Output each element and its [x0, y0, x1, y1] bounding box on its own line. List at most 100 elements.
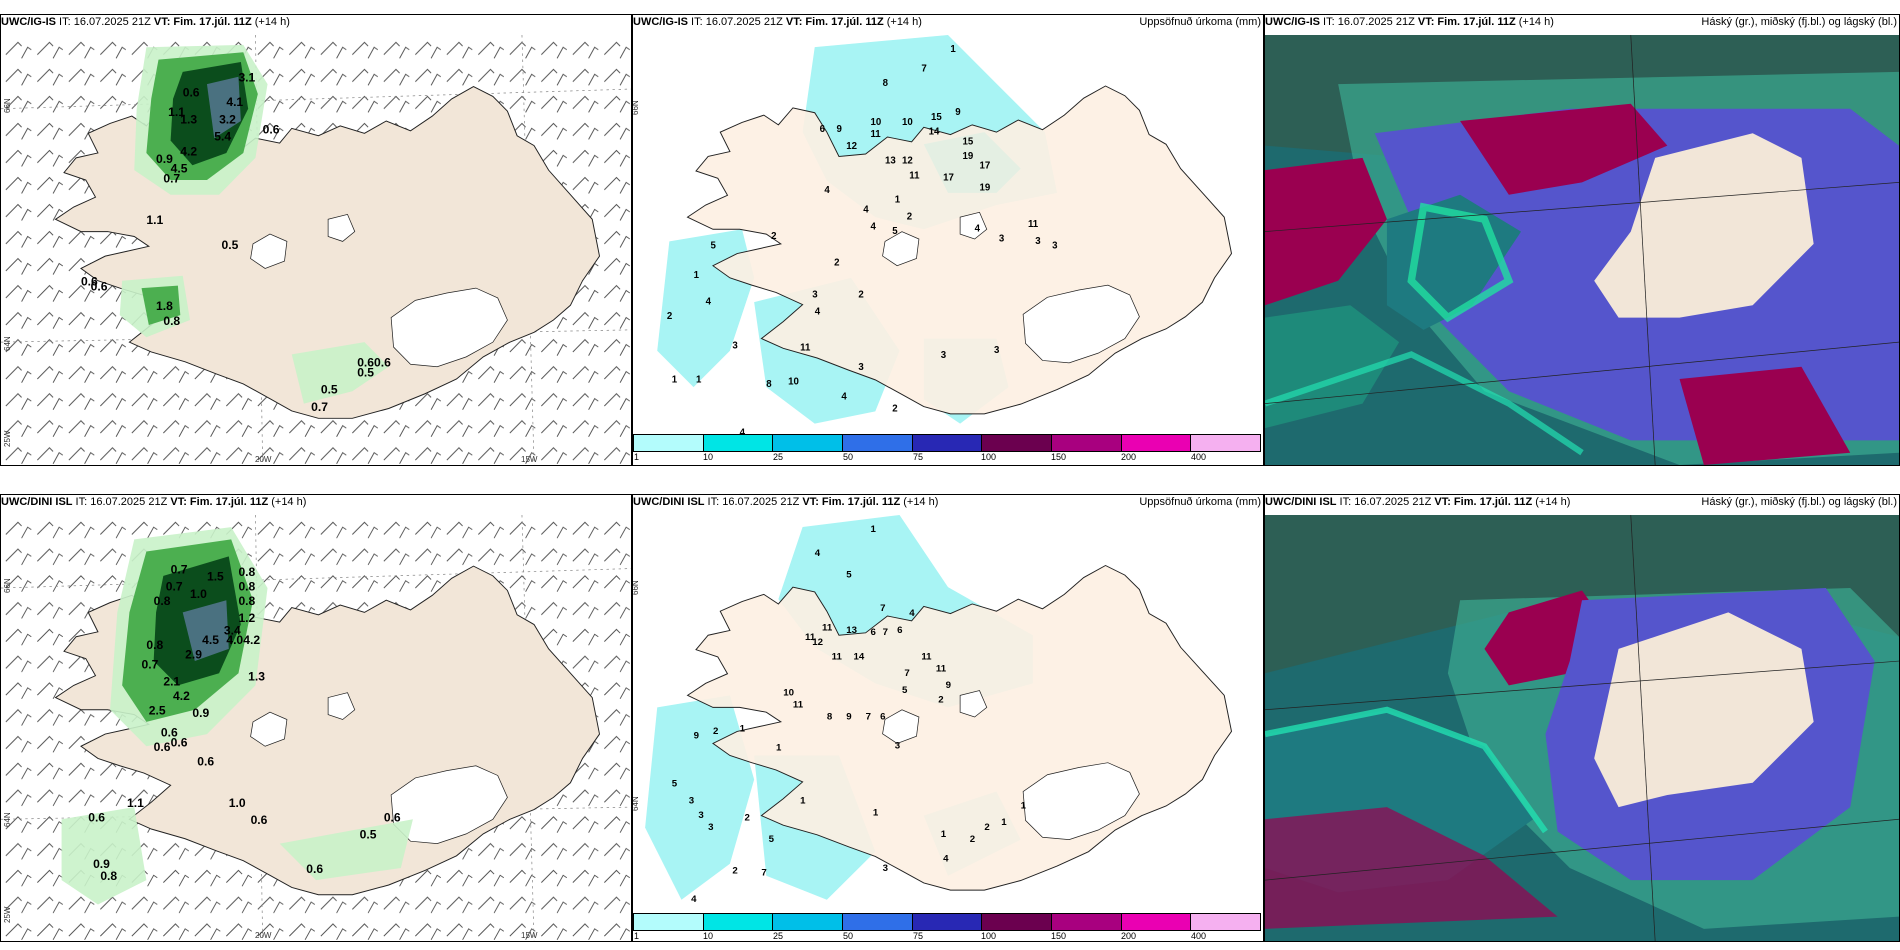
svg-text:6: 6 — [880, 711, 886, 722]
svg-text:2: 2 — [892, 403, 897, 414]
svg-text:1: 1 — [941, 829, 947, 840]
svg-text:1: 1 — [696, 374, 702, 385]
svg-text:4: 4 — [841, 391, 847, 402]
svg-text:4.1: 4.1 — [226, 95, 243, 109]
svg-text:9: 9 — [946, 680, 951, 691]
legend-ticks-top: 1 10 25 50 75 100 150 200 400 — [634, 452, 1207, 462]
svg-text:0.6: 0.6 — [384, 811, 401, 825]
svg-text:15: 15 — [931, 112, 942, 123]
svg-text:2: 2 — [744, 812, 749, 823]
svg-text:5: 5 — [892, 226, 898, 237]
lon-label-20w: 20W — [255, 931, 272, 940]
accum-values: 1 7 8 6 9 10 11 10 15 9 12 14 13 12 15 1… — [667, 44, 1058, 439]
svg-text:7: 7 — [880, 603, 885, 614]
svg-text:0.8: 0.8 — [238, 565, 255, 579]
legend-swatch — [1052, 435, 1122, 451]
panel-igis-accum-precip: UWC/IG-IS IT: 16.07.2025 21Z VT: Fim. 17… — [632, 14, 1264, 466]
svg-text:4.5: 4.5 — [202, 633, 219, 647]
svg-text:4.2: 4.2 — [180, 144, 197, 158]
svg-text:1: 1 — [1021, 800, 1027, 811]
svg-text:17: 17 — [980, 161, 991, 172]
svg-text:0.8: 0.8 — [238, 594, 255, 608]
svg-text:1: 1 — [870, 524, 876, 535]
svg-text:0.6: 0.6 — [154, 740, 171, 754]
svg-text:12: 12 — [902, 156, 913, 167]
svg-text:3: 3 — [812, 289, 818, 300]
svg-text:7: 7 — [921, 63, 926, 74]
svg-text:10: 10 — [783, 687, 794, 698]
svg-text:2: 2 — [834, 258, 839, 269]
svg-text:3: 3 — [698, 810, 704, 821]
svg-text:0.7: 0.7 — [163, 171, 180, 185]
svg-text:1: 1 — [950, 44, 956, 55]
svg-text:3: 3 — [708, 822, 714, 833]
svg-text:14: 14 — [929, 127, 940, 138]
panel-field-title: Uppsöfnuð úrkoma (mm) — [1139, 16, 1261, 28]
legend-swatch — [843, 914, 913, 930]
svg-text:4: 4 — [909, 608, 915, 619]
svg-text:4: 4 — [975, 224, 981, 235]
svg-text:9: 9 — [694, 731, 699, 742]
svg-text:0.5: 0.5 — [360, 828, 377, 842]
svg-text:0.6: 0.6 — [306, 862, 323, 876]
svg-text:1: 1 — [873, 808, 879, 819]
svg-text:11: 11 — [936, 663, 947, 674]
accum-precip-map: 1 7 8 6 9 10 11 10 15 9 12 14 13 12 15 1… — [657, 35, 1233, 439]
svg-text:7: 7 — [761, 868, 766, 879]
svg-text:5: 5 — [711, 241, 717, 252]
cloud-cover-map — [1265, 515, 1899, 941]
svg-text:4.2: 4.2 — [243, 633, 260, 647]
legend-swatch — [1191, 435, 1261, 451]
svg-text:0.5: 0.5 — [321, 383, 338, 397]
svg-text:9: 9 — [955, 107, 961, 118]
accum-precip-map: 1 4 5 7 4 11 13 6 7 6 11 12 11 14 11 11 … — [645, 515, 1233, 905]
legend-ticks-bottom: 1 10 25 50 75 100 150 200 400 — [634, 931, 1207, 941]
legend-swatch — [912, 914, 983, 930]
svg-text:12: 12 — [846, 141, 857, 152]
legend-swatch — [634, 914, 704, 930]
svg-text:15: 15 — [963, 136, 974, 147]
svg-text:6: 6 — [870, 627, 876, 638]
svg-text:10: 10 — [902, 117, 913, 128]
svg-text:2.9: 2.9 — [185, 648, 202, 662]
svg-text:0.6: 0.6 — [161, 725, 178, 739]
svg-text:0.5: 0.5 — [357, 365, 374, 379]
svg-text:0.6: 0.6 — [263, 122, 280, 136]
svg-text:8: 8 — [883, 78, 889, 89]
svg-text:9: 9 — [846, 711, 851, 722]
lat-label-65n: 66N — [632, 100, 640, 115]
svg-text:19: 19 — [963, 151, 974, 162]
lon-label-15w: 15W — [521, 931, 538, 940]
svg-text:2: 2 — [984, 822, 989, 833]
lat-label-65n: 66N — [632, 580, 640, 595]
panel-title: UWC/IG-IS IT: 16.07.2025 21Z VT: Fim. 17… — [633, 16, 922, 28]
svg-text:0.8: 0.8 — [146, 638, 163, 652]
svg-text:1.3: 1.3 — [248, 670, 265, 684]
svg-text:2: 2 — [970, 834, 975, 845]
svg-text:0.8: 0.8 — [163, 314, 180, 328]
legend-swatch — [912, 435, 983, 451]
svg-text:5: 5 — [846, 570, 852, 581]
svg-text:2: 2 — [732, 865, 737, 876]
svg-text:0.9: 0.9 — [93, 857, 110, 871]
svg-text:5: 5 — [672, 779, 678, 790]
svg-text:1: 1 — [800, 796, 806, 807]
svg-text:4.0: 4.0 — [226, 633, 243, 647]
svg-text:3: 3 — [732, 340, 738, 351]
svg-text:11: 11 — [909, 170, 920, 181]
svg-text:0.6: 0.6 — [88, 811, 105, 825]
svg-text:11: 11 — [870, 129, 881, 140]
precip-legend-top — [633, 434, 1261, 452]
svg-text:0.7: 0.7 — [171, 562, 188, 576]
panel-field-title: Uppsöfnuð úrkoma (mm) — [1139, 496, 1261, 508]
svg-text:3: 3 — [999, 233, 1005, 244]
legend-swatch — [1121, 914, 1192, 930]
svg-text:1: 1 — [740, 723, 746, 734]
svg-text:6: 6 — [820, 124, 826, 135]
svg-text:4: 4 — [815, 548, 821, 559]
svg-text:4: 4 — [824, 185, 830, 196]
panel-field-title: Háský (gr.), miðský (fj.bl.) og lágský (… — [1701, 16, 1897, 28]
panel-title: UWC/IG-IS IT: 16.07.2025 21Z VT: Fim. 17… — [1265, 16, 1554, 28]
svg-text:11: 11 — [921, 651, 932, 662]
legend-swatch — [773, 914, 844, 930]
